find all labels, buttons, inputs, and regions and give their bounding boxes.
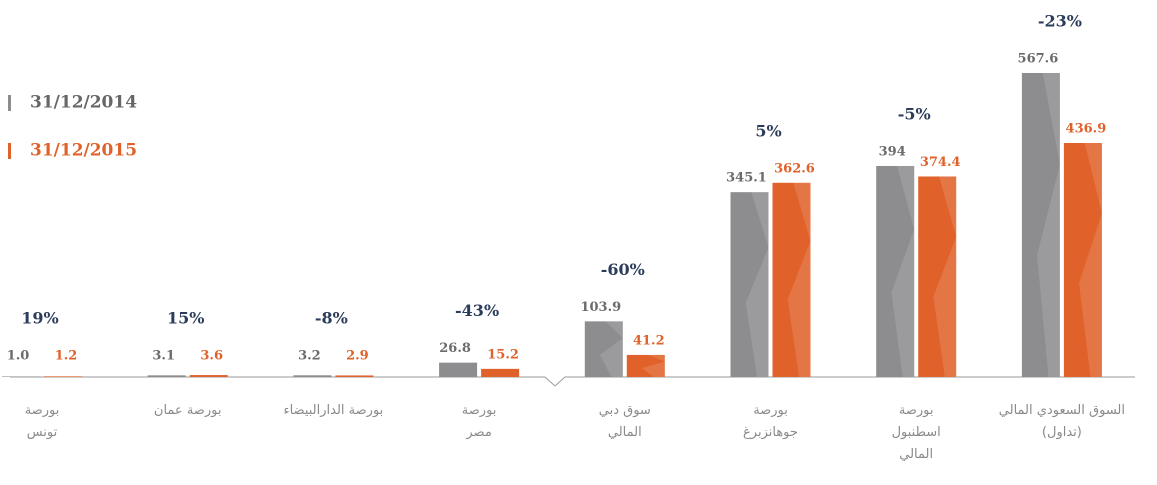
- bar-texture: [1037, 73, 1060, 377]
- bar: [1063, 143, 1102, 377]
- bar: [147, 375, 186, 377]
- change-annotation: 19%: [21, 309, 58, 328]
- value-label: 1.2: [55, 349, 78, 364]
- value-label: 374.4: [920, 155, 961, 170]
- value-label: 345.1: [726, 171, 767, 186]
- change-annotation: -43%: [455, 301, 499, 320]
- bar: [772, 182, 811, 377]
- category-label: بورصة عمان: [153, 403, 222, 418]
- baseline: [10, 376, 1135, 387]
- value-label: 1.0: [7, 349, 30, 364]
- change-annotation: 5%: [755, 121, 781, 140]
- change-annotation: -5%: [898, 104, 931, 123]
- bar: [918, 176, 957, 377]
- category-label: بورصة مصر: [461, 403, 497, 440]
- category-label: السوق السعودي المالي (تداول): [998, 403, 1125, 440]
- change-annotation: -23%: [1038, 12, 1082, 31]
- bar: [1021, 73, 1060, 377]
- bar-texture: [891, 165, 915, 377]
- change-annotation: 15%: [167, 309, 204, 328]
- category-label: بورصة الدارالبيضاء: [283, 403, 384, 418]
- bar-texture: [1079, 143, 1102, 377]
- bar: [584, 321, 623, 377]
- category-label: بورصة اسطنبول المالي: [891, 403, 941, 462]
- bar: [335, 375, 374, 377]
- value-label: 3.6: [200, 349, 223, 364]
- bar: [2, 376, 40, 377]
- legend-swatch: [8, 143, 11, 159]
- value-label: 394: [879, 144, 906, 159]
- bar: [439, 362, 478, 377]
- value-label: 3.2: [298, 349, 321, 364]
- bar: [293, 375, 332, 377]
- bar-texture: [600, 321, 623, 377]
- bar-texture: [642, 354, 665, 377]
- category-label: بورصة تونس: [24, 403, 60, 440]
- legend-label: 31/12/2015: [30, 141, 137, 161]
- legend-swatch: [8, 95, 11, 111]
- bar-texture: [745, 192, 769, 377]
- bar-texture: [787, 182, 811, 377]
- bar: [44, 376, 82, 377]
- bar: [481, 368, 520, 377]
- legend-label: 31/12/2014: [30, 93, 137, 113]
- value-label: 362.6: [774, 161, 815, 176]
- value-label: 567.6: [1018, 52, 1059, 67]
- category-label: بورصة جوهانزبرغ: [743, 403, 798, 440]
- category-label: سوق دبي المالي: [598, 403, 651, 440]
- value-label: 15.2: [487, 347, 519, 362]
- value-label: 436.9: [1066, 122, 1107, 137]
- bar: [876, 165, 915, 377]
- change-annotation: -8%: [315, 309, 348, 328]
- change-annotation: -60%: [601, 260, 645, 279]
- value-label: 3.1: [152, 349, 175, 364]
- bar-texture: [933, 176, 957, 377]
- bar: [730, 192, 769, 377]
- bar: [626, 354, 665, 377]
- bar: [189, 375, 228, 377]
- value-label: 26.8: [439, 341, 471, 356]
- value-label: 103.9: [580, 300, 621, 315]
- value-label: 2.9: [346, 349, 369, 364]
- value-label: 41.2: [633, 333, 665, 348]
